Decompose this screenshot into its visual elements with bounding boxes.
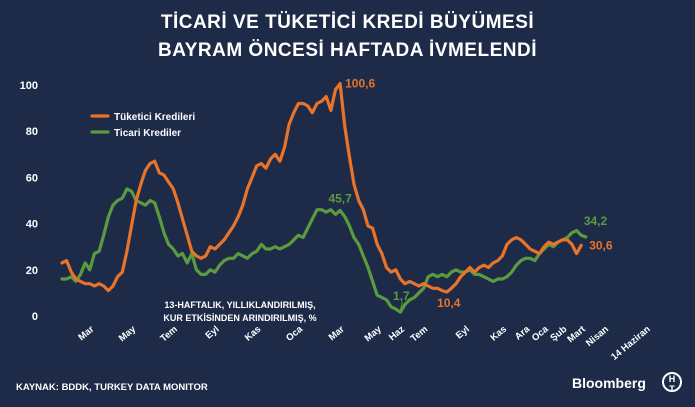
chart-note-line1: 13-HAFTALIK, YILLIKLANDIRILMIŞ, — [164, 300, 316, 310]
data-label-tuketici-trough: 10,4 — [437, 296, 461, 310]
x-tick-label: Nisan — [584, 324, 611, 349]
x-tick-label: Oca — [530, 323, 551, 343]
y-tick-label: 40 — [26, 219, 38, 231]
y-tick-label: 60 — [26, 172, 38, 184]
series-line-tuketici — [60, 81, 583, 294]
x-tick-label: Ara — [513, 323, 533, 342]
chart-title-line2: BAYRAM ÖNCESİ HAFTADA İVMELENDİ — [158, 40, 537, 61]
y-tick-label: 20 — [26, 265, 38, 277]
data-label-ticari-peak: 45,7 — [328, 191, 352, 205]
chart-title-line1: TİCARİ VE TÜKETİCİ KREDİ BÜYÜMESİ — [160, 12, 535, 33]
data-label-ticari-end: 34,2 — [584, 214, 608, 228]
x-tick-label: Haz — [387, 324, 407, 343]
x-tick-label: Eyl — [454, 324, 472, 342]
y-tick-label: 80 — [26, 126, 38, 138]
data-label-tuketici-end: 30,6 — [589, 238, 613, 252]
data-label-pointer — [399, 301, 403, 311]
x-tick-label: May — [117, 323, 139, 344]
x-tick-label: Eyl — [204, 324, 222, 342]
source-text: KAYNAK: BDDK, TURKEY DATA MONITOR — [16, 382, 208, 393]
x-tick-label: Tem — [158, 324, 180, 345]
x-tick-label: 14 Haziran — [609, 324, 653, 363]
x-tick-label: Mar — [327, 324, 347, 343]
chart-note-line2: KUR ETKİSİNDEN ARINDIRILMIŞ, % — [163, 313, 317, 323]
x-tick-label: Kas — [243, 324, 263, 344]
series-line-ticari — [60, 187, 588, 314]
data-label-ticari-trough: 1,7 — [393, 289, 410, 303]
x-tick-label: May — [363, 323, 385, 344]
x-tick-label: Mar — [76, 324, 96, 343]
x-tick-label: Tem — [409, 324, 431, 345]
legend-label: Tüketici Kredileri — [114, 112, 195, 123]
x-tick-label: Kas — [489, 324, 509, 344]
legend-label: Ticari Krediler — [114, 128, 181, 139]
y-tick-label: 100 — [20, 80, 38, 92]
y-tick-label: 0 — [32, 311, 38, 323]
x-tick-label: Şub — [548, 324, 569, 344]
x-tick-label: Oca — [284, 323, 305, 343]
bloomberg-logo: Bloomberg — [572, 375, 646, 391]
data-label-tuketici-peak: 100,6 — [345, 77, 375, 91]
